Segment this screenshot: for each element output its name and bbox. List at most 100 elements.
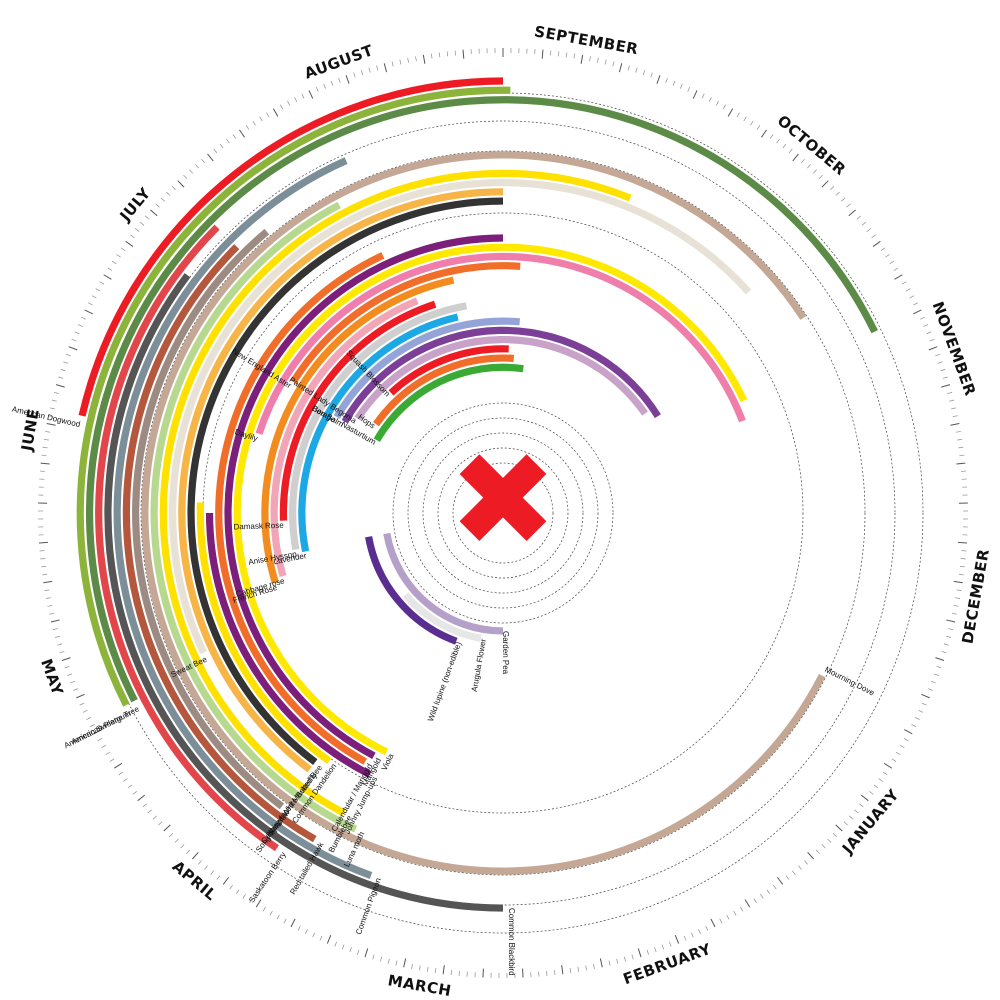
day-tick: [561, 965, 564, 975]
day-tick: [116, 254, 121, 258]
day-tick: [163, 824, 171, 832]
day-tick: [391, 61, 394, 67]
day-tick: [616, 958, 619, 964]
day-tick: [941, 650, 947, 654]
day-tick: [957, 438, 963, 441]
day-tick: [297, 925, 301, 931]
day-tick: [631, 954, 634, 960]
day-tick: [956, 589, 962, 592]
day-tick: [60, 368, 66, 372]
series-arc: [178, 188, 504, 773]
day-tick: [827, 838, 832, 843]
day-tick: [139, 221, 145, 226]
day-tick: [708, 97, 712, 102]
day-tick: [618, 63, 623, 73]
day-tick: [450, 970, 453, 976]
day-tick: [97, 738, 103, 742]
day-tick: [635, 67, 638, 73]
day-tick: [411, 963, 413, 969]
guide-ring: [140, 150, 866, 876]
day-tick: [239, 129, 245, 138]
day-tick: [71, 338, 77, 342]
day-tick: [338, 77, 341, 83]
day-tick: [47, 605, 53, 607]
day-tick: [38, 541, 48, 544]
day-tick: [935, 657, 945, 661]
day-tick: [252, 120, 256, 126]
series-arc: [113, 157, 373, 879]
day-tick: [698, 929, 701, 935]
day-tick: [395, 960, 398, 966]
day-tick: [364, 948, 369, 958]
day-tick: [792, 153, 799, 162]
day-tick: [103, 274, 112, 280]
day-tick: [422, 54, 426, 64]
day-tick: [81, 316, 86, 320]
day-tick: [166, 191, 171, 196]
day-tick: [326, 935, 332, 944]
day-tick: [904, 729, 913, 735]
series-arc: [76, 86, 511, 707]
day-tick: [330, 80, 334, 86]
day-tick: [661, 944, 665, 950]
day-tick: [219, 143, 224, 149]
series-label: Wild lupine (non-edible): [426, 640, 463, 722]
day-tick: [923, 324, 929, 327]
day-tick: [930, 680, 936, 684]
day-tick: [773, 884, 777, 890]
day-tick: [873, 784, 879, 789]
day-tick: [345, 75, 350, 84]
day-tick: [198, 860, 202, 865]
day-tick: [105, 751, 111, 756]
day-tick: [956, 462, 966, 465]
day-tick: [426, 966, 429, 972]
day-tick: [637, 948, 642, 958]
day-tick: [913, 302, 918, 306]
day-tick: [372, 954, 375, 960]
series-arcs: [76, 77, 878, 912]
series-arc: [159, 169, 632, 817]
day-tick: [120, 247, 126, 252]
day-tick: [766, 889, 771, 895]
day-tick: [201, 158, 205, 164]
series-arc: [86, 96, 878, 703]
day-tick: [940, 368, 946, 372]
day-tick: [627, 65, 630, 71]
day-tick: [868, 791, 874, 795]
day-tick: [553, 970, 556, 976]
day-tick: [557, 51, 560, 57]
day-tick: [334, 941, 337, 947]
month-label-january: JANUARY: [838, 785, 903, 858]
day-tick: [936, 666, 942, 669]
day-tick: [353, 72, 356, 78]
day-tick: [118, 771, 124, 776]
day-tick: [84, 309, 93, 315]
day-tick: [63, 361, 69, 364]
day-tick: [276, 914, 280, 920]
day-tick: [760, 894, 764, 899]
day-tick: [541, 49, 544, 59]
day-tick: [213, 148, 218, 154]
day-tick: [921, 702, 927, 706]
day-tick: [74, 331, 80, 335]
day-tick: [442, 965, 445, 975]
day-tick: [878, 778, 883, 782]
day-tick: [127, 784, 133, 789]
day-tick: [399, 59, 402, 65]
day-tick: [841, 197, 846, 202]
day-tick: [866, 228, 872, 232]
series-arc: [333, 317, 521, 419]
day-tick: [928, 688, 933, 691]
day-tick: [58, 376, 64, 379]
day-tick: [807, 164, 811, 169]
day-tick: [743, 116, 747, 122]
day-tick: [152, 815, 158, 820]
guide-ring: [407, 417, 599, 609]
day-tick: [736, 112, 740, 118]
day-tick: [861, 221, 867, 226]
day-tick: [144, 215, 150, 220]
day-tick: [349, 947, 352, 953]
day-tick: [207, 153, 214, 162]
day-tick: [434, 968, 437, 974]
series-arc: [341, 326, 661, 424]
